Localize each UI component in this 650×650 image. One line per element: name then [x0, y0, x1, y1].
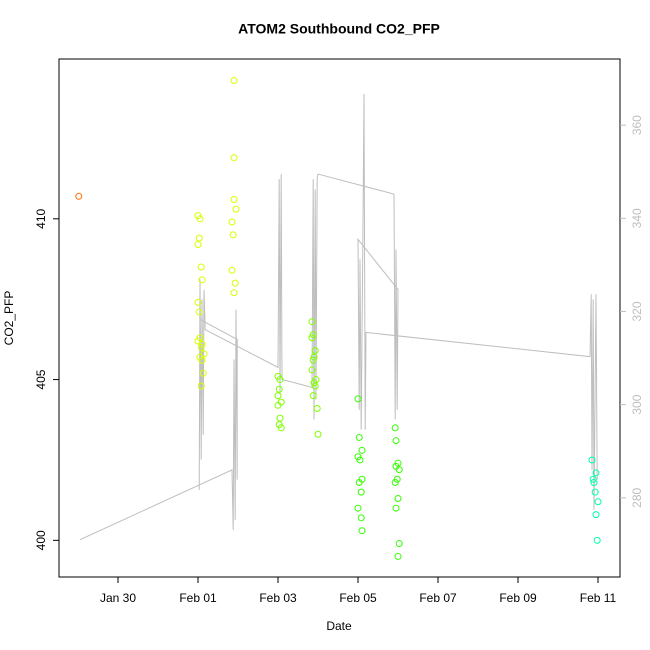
- data-point: [309, 392, 317, 400]
- data-point: [392, 437, 400, 445]
- y2-tick-label: 280: [630, 487, 644, 507]
- y2-tick-label: 360: [630, 115, 644, 135]
- data-point: [314, 430, 322, 438]
- data-point: [308, 366, 316, 374]
- y-tick-label: 400: [34, 530, 48, 550]
- data-point: [589, 475, 597, 483]
- data-point: [356, 456, 364, 464]
- data-point: [197, 382, 205, 390]
- data-point: [198, 276, 206, 284]
- data-point: [592, 511, 600, 519]
- plot-frame: [58, 58, 621, 578]
- data-point: [308, 318, 316, 326]
- x-tick-label: Feb 09: [499, 591, 537, 605]
- data-point: [197, 263, 205, 271]
- data-point: [357, 514, 365, 522]
- data-point: [311, 382, 319, 390]
- data-point: [274, 401, 282, 409]
- data-point: [199, 369, 207, 377]
- y-tick-label: 405: [34, 369, 48, 389]
- data-point: [309, 331, 317, 339]
- data-point: [310, 353, 318, 361]
- data-point: [394, 495, 402, 503]
- data-point: [274, 392, 282, 400]
- data-point: [391, 478, 399, 486]
- data-point: [196, 215, 204, 223]
- data-point: [230, 77, 238, 85]
- data-point: [228, 218, 236, 226]
- data-point: [590, 478, 598, 486]
- data-point: [392, 504, 400, 512]
- y-axis-label: CO2_PFP: [2, 291, 16, 346]
- data-point: [230, 196, 238, 204]
- data-point: [230, 289, 238, 297]
- data-point: [275, 385, 283, 393]
- data-point: [354, 504, 362, 512]
- data-point: [311, 347, 319, 355]
- data-point: [194, 298, 202, 306]
- data-point: [195, 234, 203, 242]
- x-tick-label: Jan 30: [100, 591, 136, 605]
- data-point: [588, 456, 596, 464]
- y2-tick-label: 320: [630, 301, 644, 321]
- data-point: [313, 405, 321, 413]
- data-point: [593, 536, 601, 544]
- data-point: [354, 395, 362, 403]
- data-point: [592, 469, 600, 477]
- data-point: [198, 356, 206, 364]
- data-point: [231, 279, 239, 287]
- data-point: [232, 205, 240, 213]
- data-point: [230, 154, 238, 162]
- data-line: [79, 93, 598, 541]
- y-tick-label: 410: [34, 208, 48, 228]
- data-point: [277, 424, 285, 432]
- data-point: [358, 446, 366, 454]
- data-point: [594, 498, 602, 506]
- data-point: [198, 340, 206, 348]
- y2-tick-label: 340: [630, 208, 644, 228]
- data-point: [75, 192, 83, 200]
- data-point: [229, 231, 237, 239]
- data-point: [308, 334, 316, 342]
- data-point: [310, 379, 318, 387]
- data-point: [197, 343, 205, 351]
- data-point: [195, 308, 203, 316]
- data-point: [194, 241, 202, 249]
- x-tick-label: Feb 05: [339, 591, 377, 605]
- data-point: [228, 266, 236, 274]
- x-tick-label: Feb 03: [259, 591, 297, 605]
- data-point: [395, 540, 403, 548]
- x-tick-label: Feb 01: [179, 591, 217, 605]
- data-point: [357, 488, 365, 496]
- data-point: [309, 356, 317, 364]
- data-point: [358, 527, 366, 535]
- y2-tick-label: 300: [630, 394, 644, 414]
- data-point: [355, 478, 363, 486]
- x-tick-label: Feb 11: [580, 591, 617, 605]
- chart-title: ATOM2 Southbound CO2_PFP: [238, 21, 440, 37]
- data-point: [276, 376, 284, 384]
- data-point: [394, 552, 402, 560]
- data-point: [591, 488, 599, 496]
- data-point: [391, 424, 399, 432]
- x-tick-label: Feb 07: [419, 591, 457, 605]
- data-point: [395, 466, 403, 474]
- data-point: [355, 433, 363, 441]
- x-axis-label: Date: [326, 619, 352, 633]
- data-point: [276, 414, 284, 422]
